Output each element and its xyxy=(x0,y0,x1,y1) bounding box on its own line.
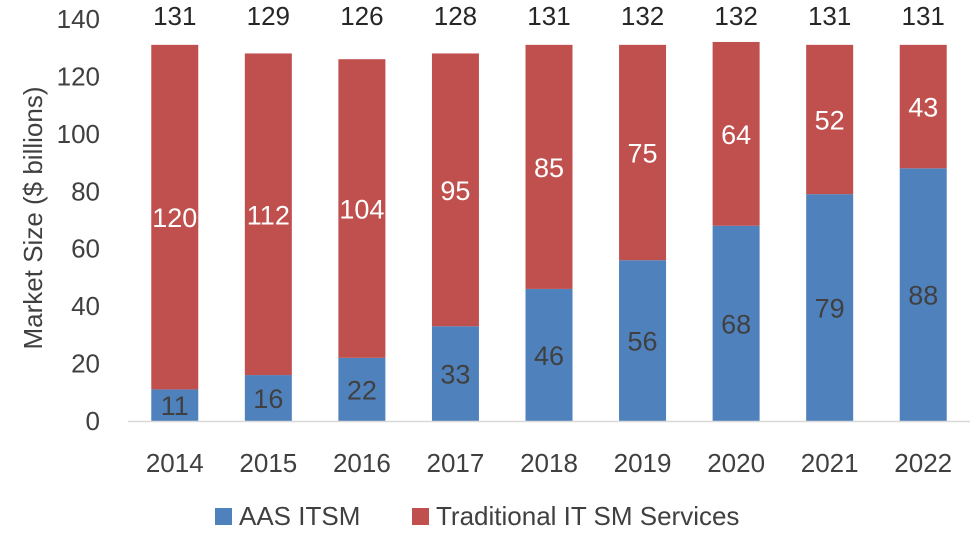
data-label-total-2020: 132 xyxy=(714,1,757,31)
bar-traditional-it-sm-2017 xyxy=(431,53,479,327)
x-tick-label-2021: 2021 xyxy=(801,448,859,478)
data-label-aas-itsm-2019: 56 xyxy=(628,327,658,357)
y-tick-label-100: 100 xyxy=(57,119,100,149)
y-tick-label-40: 40 xyxy=(71,291,100,321)
x-axis-ticks: 2014 2015 2016 2017 2018 2019 2020 2021 2022 xyxy=(146,448,952,478)
data-label-aas-itsm-2014: 11 xyxy=(161,391,189,421)
data-label-traditional-it-sm-2021: 52 xyxy=(815,106,845,136)
y-tick-label-120: 120 xyxy=(57,61,100,91)
bar-aas-itsm-2020 xyxy=(712,225,760,421)
data-label-total-2019: 132 xyxy=(621,1,664,31)
x-tick-label-2018: 2018 xyxy=(520,448,578,478)
legend-swatch-traditional-it-sm-services xyxy=(412,508,429,525)
data-label-traditional-it-sm-2018: 85 xyxy=(534,153,564,183)
bar-traditional-it-sm-2019 xyxy=(619,44,667,261)
data-label-traditional-it-sm-2014: 120 xyxy=(152,203,197,233)
data-label-total-2017: 128 xyxy=(434,1,477,31)
bars: 11 120 131 16 112 129 22 104 126 33 95 128 46 85 131 56… xyxy=(151,1,947,421)
data-label-aas-itsm-2016: 22 xyxy=(347,375,377,405)
x-tick-label-2022: 2022 xyxy=(894,448,952,478)
y-tick-label-0: 0 xyxy=(86,406,100,436)
bar-traditional-it-sm-2020 xyxy=(712,41,760,226)
data-label-traditional-it-sm-2015: 112 xyxy=(247,200,290,230)
y-tick-label-80: 80 xyxy=(71,176,100,206)
bar-group-2022: 88 43 131 xyxy=(899,1,947,421)
x-tick-label-2015: 2015 xyxy=(239,448,297,478)
y-axis-title-group: Market Size ($ billions) xyxy=(18,87,48,350)
x-tick-label-2014: 2014 xyxy=(146,448,204,478)
bar-aas-itsm-2018 xyxy=(525,288,573,421)
bar-aas-itsm-2016 xyxy=(338,357,386,421)
x-tick-label-2019: 2019 xyxy=(614,448,672,478)
legend-swatch-aas-itsm xyxy=(215,508,232,525)
bar-group-2015: 16 112 129 xyxy=(244,1,292,421)
data-label-total-2014: 131 xyxy=(153,1,196,31)
legend-item-aas-itsm: AAS ITSM xyxy=(215,501,360,531)
bar-traditional-it-sm-2016 xyxy=(338,59,386,358)
y-axis-ticks: 0 20 40 60 80 100 120 140 xyxy=(57,4,100,436)
bar-group-2019: 56 75 132 xyxy=(619,1,667,421)
legend-label-traditional-it-sm-services: Traditional IT SM Services xyxy=(436,501,739,531)
bar-group-2017: 33 95 128 xyxy=(431,1,479,421)
data-label-total-2015: 129 xyxy=(247,1,290,31)
data-label-traditional-it-sm-2019: 75 xyxy=(628,139,658,169)
data-label-aas-itsm-2018: 46 xyxy=(534,341,564,371)
x-tick-label-2016: 2016 xyxy=(333,448,391,478)
data-label-total-2018: 131 xyxy=(527,1,570,31)
bar-aas-itsm-2019 xyxy=(619,260,667,421)
data-label-aas-itsm-2020: 68 xyxy=(721,309,751,339)
data-label-aas-itsm-2021: 79 xyxy=(815,294,845,324)
bar-group-2016: 22 104 126 xyxy=(338,1,386,421)
bar-aas-itsm-2017 xyxy=(431,326,479,421)
x-tick-label-2017: 2017 xyxy=(427,448,485,478)
bar-traditional-it-sm-2015 xyxy=(244,53,292,376)
bar-group-2021: 79 52 131 xyxy=(806,1,854,421)
bar-group-2018: 46 85 131 xyxy=(525,1,573,421)
y-tick-label-60: 60 xyxy=(71,234,100,264)
x-tick-label-2020: 2020 xyxy=(707,448,765,478)
legend-item-traditional-it-sm-services: Traditional IT SM Services xyxy=(412,501,739,531)
bar-traditional-it-sm-2014 xyxy=(151,44,199,390)
data-label-traditional-it-sm-2022: 43 xyxy=(908,93,938,123)
data-label-traditional-it-sm-2020: 64 xyxy=(721,120,751,150)
legend: AAS ITSM Traditional IT SM Services xyxy=(215,501,739,531)
bar-aas-itsm-2021 xyxy=(806,194,854,421)
bar-aas-itsm-2014 xyxy=(151,389,199,421)
bar-traditional-it-sm-2021 xyxy=(806,44,854,195)
y-tick-label-20: 20 xyxy=(71,349,100,379)
bar-group-2020: 68 64 132 xyxy=(712,1,760,421)
data-label-traditional-it-sm-2016: 104 xyxy=(339,195,384,225)
bar-traditional-it-sm-2022 xyxy=(899,44,947,169)
data-label-aas-itsm-2017: 33 xyxy=(440,360,470,390)
bar-aas-itsm-2022 xyxy=(899,168,947,421)
data-label-traditional-it-sm-2017: 95 xyxy=(440,176,470,206)
data-label-aas-itsm-2022: 88 xyxy=(908,281,938,311)
bar-group-2014: 11 120 131 xyxy=(151,1,199,421)
y-tick-label-140: 140 xyxy=(57,4,100,34)
y-axis-title: Market Size ($ billions) xyxy=(18,87,48,350)
data-label-total-2022: 131 xyxy=(902,1,945,31)
data-label-total-2021: 131 xyxy=(808,1,851,31)
bar-aas-itsm-2015 xyxy=(244,375,292,421)
bar-traditional-it-sm-2018 xyxy=(525,44,573,289)
data-label-aas-itsm-2015: 16 xyxy=(253,384,283,414)
legend-label-aas-itsm: AAS ITSM xyxy=(239,501,360,531)
data-label-total-2016: 126 xyxy=(340,1,383,31)
